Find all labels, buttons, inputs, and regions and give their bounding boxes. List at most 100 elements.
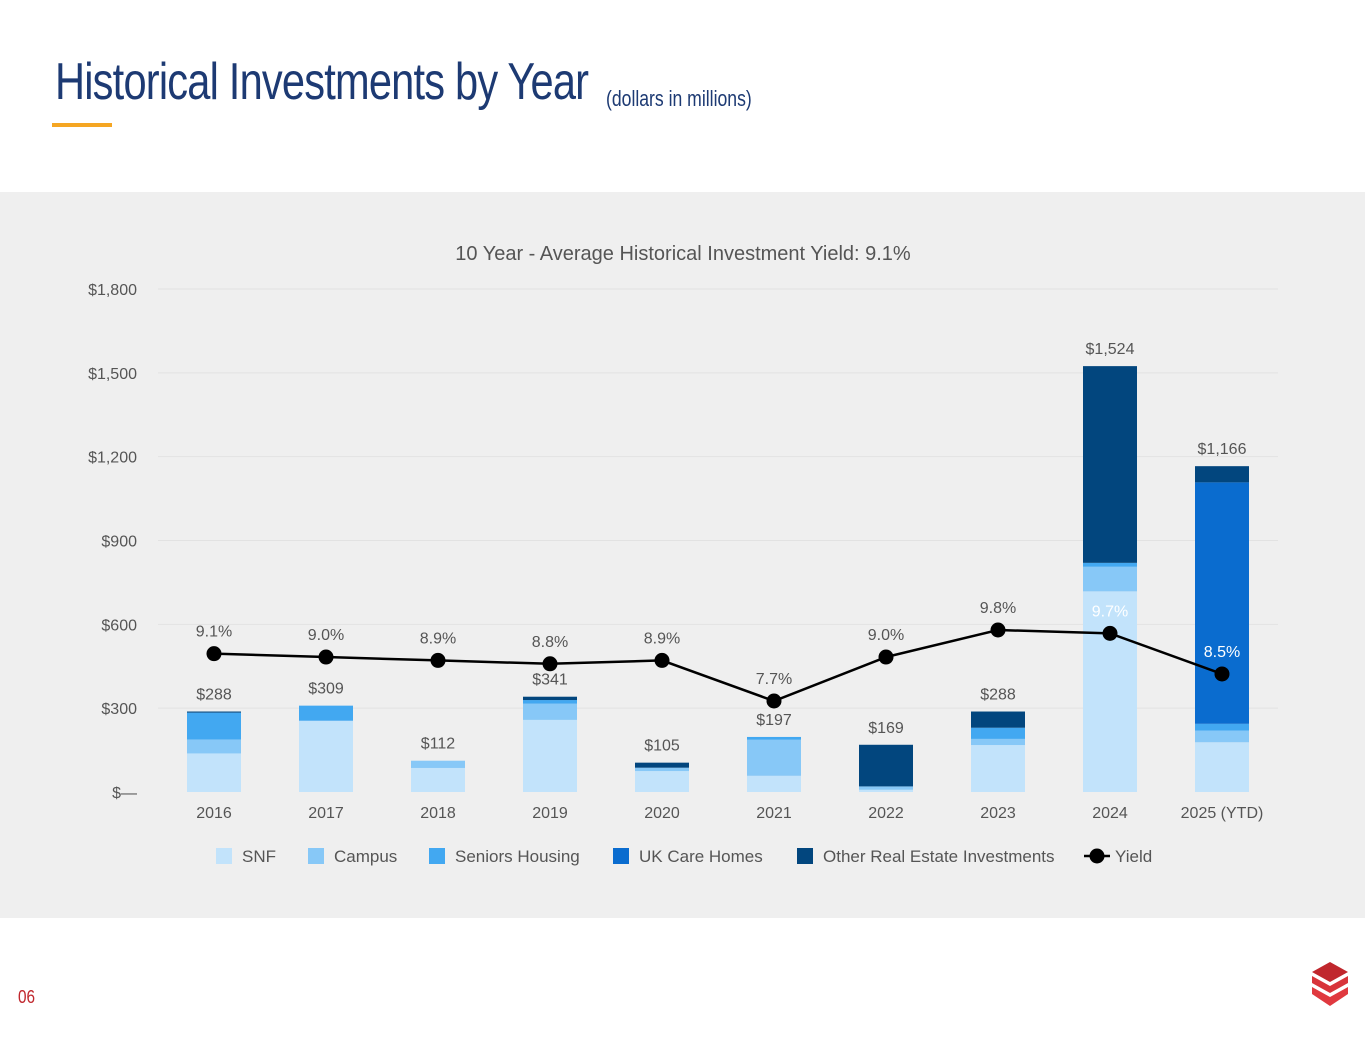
x-tick-label: 2024 [1092, 805, 1128, 822]
red-shield-logo-icon [1312, 962, 1348, 1006]
bar-segment-snf [1195, 742, 1249, 792]
yield-label: 9.7% [1092, 603, 1128, 620]
bar-segment-seniors-housing [299, 705, 353, 721]
bar-segment-seniors-housing [523, 700, 577, 704]
legend-swatch [797, 848, 813, 864]
total-label: $309 [308, 681, 344, 698]
legend-label: SNF [242, 847, 276, 866]
yield-point [1214, 666, 1230, 682]
yield-point [990, 622, 1006, 638]
bar-segment-campus [187, 739, 241, 754]
total-label: $288 [980, 687, 1016, 704]
bar-segment-snf [187, 753, 241, 792]
legend-label: Other Real Estate Investments [823, 847, 1055, 866]
bar-segment-snf [1083, 591, 1137, 792]
y-tick-label: $900 [101, 534, 137, 551]
legend-swatch [429, 848, 445, 864]
total-label: $341 [532, 672, 568, 689]
yield-label: 8.9% [644, 630, 680, 647]
page-subtitle: (dollars in millions) [606, 86, 752, 111]
legend-label: UK Care Homes [639, 847, 763, 866]
yield-point [430, 652, 446, 668]
y-tick-label: $— [112, 785, 137, 802]
page-title-wrap: Historical Investments by Year [55, 52, 722, 112]
yield-label: 9.1% [196, 624, 232, 641]
bar-segment-other-real-estate-investments [187, 711, 241, 713]
x-tick-label: 2025 (YTD) [1181, 805, 1264, 822]
y-tick-label: $1,800 [88, 282, 137, 299]
legend-swatch [216, 848, 232, 864]
x-tick-label: 2020 [644, 805, 680, 822]
bar-segment-other-real-estate-investments [1195, 466, 1249, 483]
yield-label: 9.0% [868, 627, 904, 644]
legend-label: Yield [1115, 847, 1152, 866]
legend-swatch [613, 848, 629, 864]
title-underline [52, 123, 112, 127]
y-tick-label: $300 [101, 701, 137, 718]
yield-label: 7.7% [756, 671, 792, 688]
bar-segment-seniors-housing [187, 712, 241, 740]
total-label: $1,166 [1198, 441, 1247, 458]
bar-segment-snf [971, 745, 1025, 792]
yield-point [878, 649, 894, 665]
bar-segment-campus [635, 767, 689, 772]
bar-segment-campus [411, 760, 465, 768]
total-label: $105 [644, 738, 680, 755]
bar-segment-other-real-estate-investments [971, 711, 1025, 728]
bar-segment-snf [299, 720, 353, 792]
x-tick-label: 2016 [196, 805, 232, 822]
page-title: Historical Investments by Year [55, 53, 589, 111]
x-tick-label: 2023 [980, 805, 1016, 822]
bar-segment-campus [1195, 730, 1249, 743]
bar-segment-uk-care-homes [1195, 482, 1249, 724]
total-label: $1,524 [1086, 341, 1135, 358]
bar-segment-snf [747, 775, 801, 792]
x-tick-label: 2017 [308, 805, 344, 822]
yield-point [542, 656, 558, 672]
yield-label: 8.9% [420, 630, 456, 647]
legend-swatch [308, 848, 324, 864]
yield-point [1102, 625, 1118, 641]
y-tick-label: $1,500 [88, 366, 137, 383]
bar-segment-snf [411, 767, 465, 792]
x-tick-label: 2018 [420, 805, 456, 822]
yield-point [654, 652, 670, 668]
yield-point [766, 693, 782, 709]
investment-chart: 10 Year - Average Historical Investment … [88, 243, 1278, 866]
bar-segment-seniors-housing [1083, 562, 1137, 567]
yield-point [318, 649, 334, 665]
total-label: $169 [868, 720, 904, 737]
x-tick-label: 2021 [756, 805, 792, 822]
yield-label: 8.8% [532, 634, 568, 651]
bar-segment-snf [523, 719, 577, 792]
legend-label: Seniors Housing [455, 847, 580, 866]
bar-segment-other-real-estate-investments [859, 744, 913, 787]
bar-segment-campus [523, 703, 577, 720]
chart-title: 10 Year - Average Historical Investment … [455, 243, 911, 265]
bar-segment-other-real-estate-investments [523, 696, 577, 701]
y-tick-label: $1,200 [88, 450, 137, 467]
bar-segment-seniors-housing [747, 736, 801, 740]
page-number: 06 [18, 987, 36, 1007]
bar-segment-campus [747, 739, 801, 776]
yield-label: 9.8% [980, 600, 1016, 617]
bar-segment-campus [971, 738, 1025, 746]
bar-segment-other-real-estate-investments [635, 762, 689, 768]
bar-segment-campus [859, 786, 913, 790]
total-label: $197 [756, 712, 792, 729]
bar-segment-snf [635, 771, 689, 792]
x-tick-label: 2019 [532, 805, 568, 822]
total-label: $288 [196, 687, 232, 704]
yield-point [206, 646, 222, 662]
bar-segment-other-real-estate-investments [1083, 366, 1137, 563]
yield-line [213, 628, 1223, 703]
total-label: $112 [421, 736, 456, 753]
y-tick-label: $600 [101, 617, 137, 634]
legend-yield-marker [1089, 848, 1105, 864]
bar-segment-seniors-housing [971, 727, 1025, 739]
yield-label: 8.5% [1204, 644, 1240, 661]
bar-segment-seniors-housing [1195, 723, 1249, 731]
yield-label: 9.0% [308, 627, 344, 644]
bar-segment-campus [1083, 566, 1137, 592]
x-tick-label: 2022 [868, 805, 904, 822]
